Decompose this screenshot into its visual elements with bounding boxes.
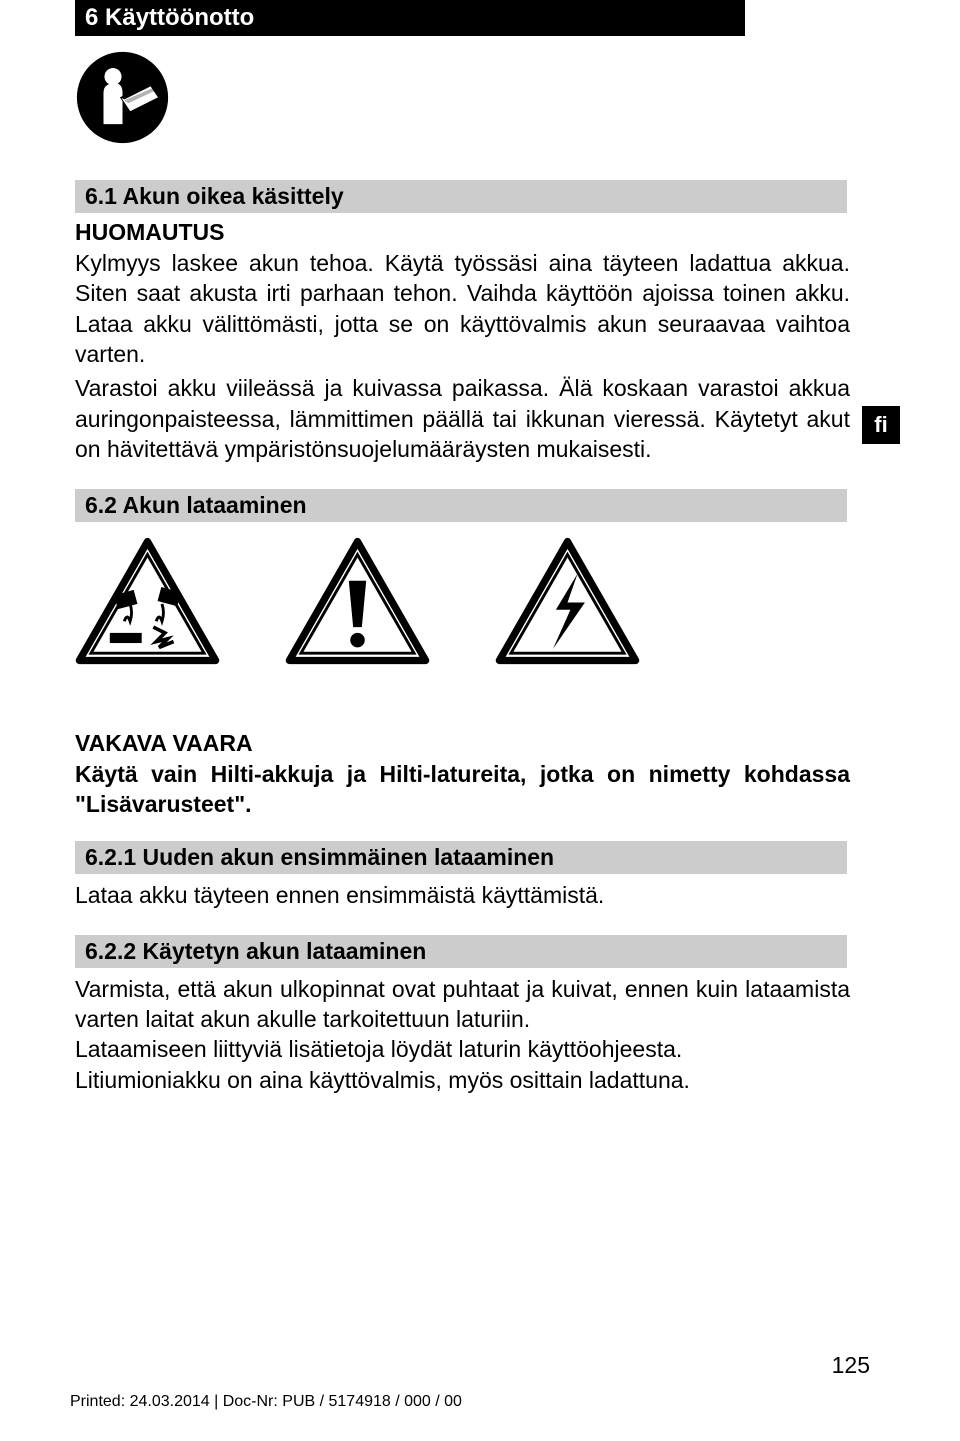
section-6-2-2-header: 6.2.2 Käytetyn akun lataaminen <box>75 935 847 968</box>
electric-shock-warning-icon <box>495 537 640 670</box>
section-6-2-2-text-1: Varmista, että akun ulkopinnat ovat puht… <box>75 974 850 1035</box>
language-tab: fi <box>862 406 900 444</box>
section-6-header: 6 Käyttöönotto <box>75 0 745 36</box>
danger-text: Käytä vain Hilti-akkuja ja Hilti-laturei… <box>75 759 850 820</box>
section-6-2-1-text: Lataa akku täyteen ennen ensimmäistä käy… <box>75 880 850 910</box>
corrosive-warning-icon <box>75 537 220 670</box>
section-6-2-1-header: 6.2.1 Uuden akun ensimmäinen lataaminen <box>75 841 847 874</box>
section-6-2-2-text-3: Litiumioniakku on aina käyttövalmis, myö… <box>75 1065 850 1095</box>
notice-paragraph-1: Kylmyys laskee akun tehoa. Käytä työssäs… <box>75 248 850 369</box>
print-footer: Printed: 24.03.2014 | Doc-Nr: PUB / 5174… <box>70 1393 462 1411</box>
general-warning-icon <box>285 537 430 670</box>
section-6-1-header: 6.1 Akun oikea käsittely <box>75 180 847 213</box>
notice-label: HUOMAUTUS <box>75 219 900 246</box>
page-number: 125 <box>832 1352 870 1379</box>
danger-block: VAKAVA VAARA Käytä vain Hilti-akkuja ja … <box>75 730 900 820</box>
section-6-2-2-text-2: Lataamiseen liittyviä lisätietoja löydät… <box>75 1034 850 1064</box>
read-manual-icon <box>75 50 170 145</box>
warning-icons-row <box>75 537 900 670</box>
notice-paragraph-2: Varastoi akku viileässä ja kuivassa paik… <box>75 373 850 464</box>
section-6-2-header: 6.2 Akun lataaminen <box>75 489 847 522</box>
danger-label: VAKAVA VAARA <box>75 730 900 757</box>
